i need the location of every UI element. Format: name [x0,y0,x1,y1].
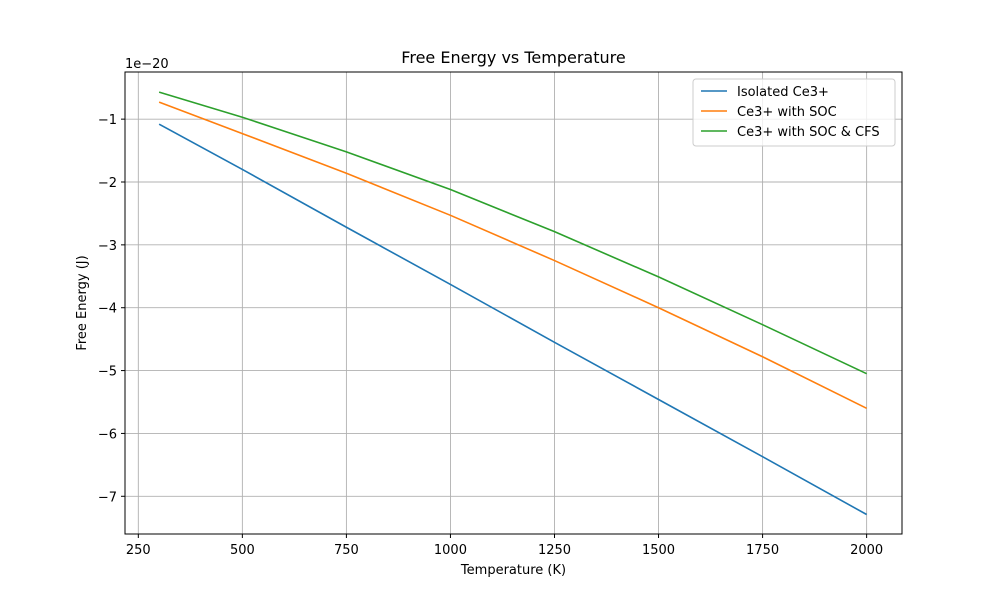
x-tick-label: 250 [126,543,151,558]
y-tick-label: −5 [98,365,117,380]
y-tick-label: −1 [98,113,117,128]
series-line-1 [158,123,868,516]
y-axis-label: Free Energy (J) [75,255,90,350]
chart-title: Free Energy vs Temperature [401,48,625,67]
plot-lines [158,91,868,516]
ticks: 250 500 750 1000 1250 1500 1750 2000 −1 −2 −3 −4 −5 −… [98,113,883,558]
y-tick-label: −3 [98,239,117,254]
y-tick-label: −4 [98,302,117,317]
y-tick-label: −2 [98,176,117,191]
x-tick-label: 750 [334,543,359,558]
grid [125,72,902,534]
series-line-3 [158,91,867,375]
y-tick-label: −6 [98,427,117,442]
x-tick-label: 1500 [642,543,675,558]
x-axis-label: Temperature (K) [460,563,566,578]
x-tick-label: 1750 [746,543,779,558]
series-line-2 [158,101,867,410]
y-tick-label: −7 [98,490,117,505]
x-tick-label: 2000 [850,543,883,558]
y-axis-offset-label: 1e−20 [125,57,169,72]
x-tick-label: 1000 [434,543,467,558]
legend: Isolated Ce3+ Ce3+ with SOC Ce3+ with SOC … [692,78,896,147]
plot-frame [124,71,903,535]
legend-label: Ce3+ with SOC & CFS [737,125,880,140]
legend-box [692,78,896,147]
x-tick-label: 500 [230,543,255,558]
legend-label: Isolated Ce3+ [737,85,829,100]
x-tick-label: 1250 [538,543,571,558]
legend-label: Ce3+ with SOC [737,105,837,120]
